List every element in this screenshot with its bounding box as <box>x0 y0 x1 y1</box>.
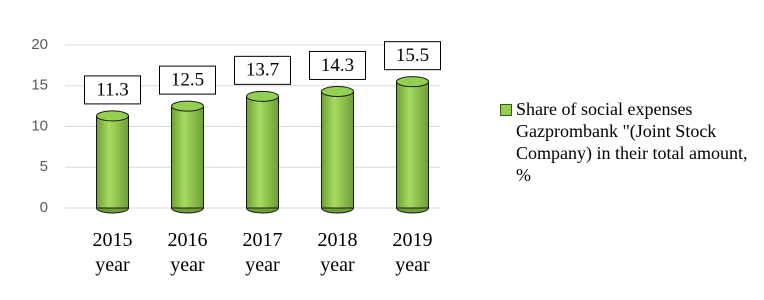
bar <box>96 115 129 209</box>
bar-top <box>96 110 129 122</box>
y-tick-label: 5 <box>40 158 48 175</box>
x-tick-label: 2016 year <box>167 229 208 276</box>
y-tick-label: 10 <box>31 117 48 134</box>
legend-swatch <box>500 104 512 116</box>
bar <box>396 81 429 209</box>
value-label-box <box>234 55 291 85</box>
value-label: 12.5 <box>171 69 204 90</box>
value-label-box <box>84 75 141 105</box>
value-label: 15.5 <box>396 45 429 66</box>
y-tick-label: 15 <box>31 77 48 94</box>
bar-top <box>321 85 354 97</box>
x-tick-label: 2019 year <box>392 229 433 276</box>
value-label-box <box>384 41 441 71</box>
value-label-box <box>309 50 366 80</box>
y-tick-label: 20 <box>31 36 48 53</box>
x-tick-label: 2017 year <box>242 229 283 276</box>
value-label-box <box>159 65 216 95</box>
legend-label: Share of social expenses Gazprombank "(J… <box>516 99 748 185</box>
bar <box>321 90 354 209</box>
y-tick-label: 0 <box>40 199 48 216</box>
x-tick-label: 2018 year <box>317 229 358 276</box>
value-label: 13.7 <box>246 60 279 81</box>
value-label: 14.3 <box>321 55 354 76</box>
bar <box>246 95 279 209</box>
x-tick-label: 2015 year <box>92 229 133 276</box>
bar-top <box>246 90 279 102</box>
bar <box>171 105 204 209</box>
value-label: 11.3 <box>96 79 129 100</box>
bar-top <box>171 100 204 112</box>
bar-top <box>396 76 429 88</box>
